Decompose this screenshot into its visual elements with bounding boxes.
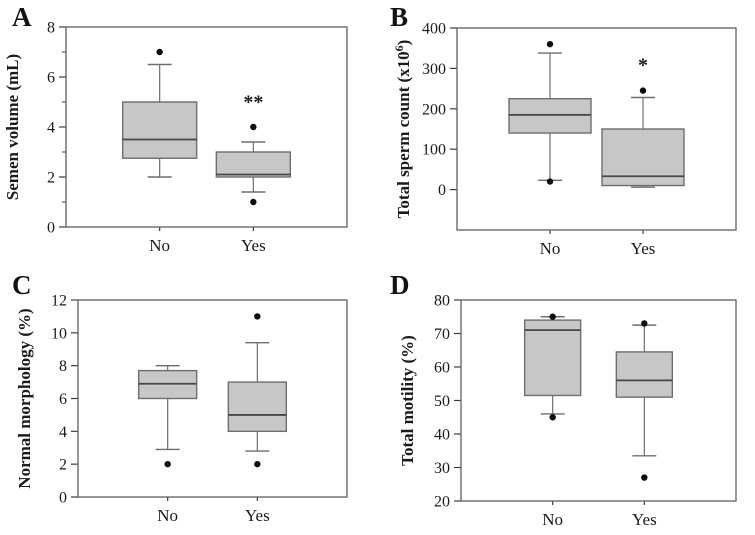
y-axis-title: Normal morphology (%) bbox=[15, 308, 34, 488]
panel-a-chart: 0 2 4 6 8 No Yes Semen volume (mL) ** bbox=[3, 20, 348, 255]
box bbox=[121, 101, 198, 159]
significance-marker: * bbox=[638, 54, 648, 76]
box bbox=[615, 351, 674, 398]
significance-marker: ** bbox=[243, 92, 263, 114]
panel-c-letter: C bbox=[12, 270, 32, 300]
y-tick-label: 8 bbox=[59, 358, 67, 375]
y-tick-label: 20 bbox=[434, 494, 450, 511]
panel-a: A 0 2 4 6 8 No Yes Semen volume (mL) ** bbox=[0, 0, 377, 267]
y-tick-label: 6 bbox=[59, 391, 67, 408]
outlier-point bbox=[254, 313, 261, 320]
y-tick-label: 8 bbox=[47, 20, 55, 37]
plot-frame bbox=[65, 26, 348, 228]
outlier-point bbox=[641, 474, 648, 481]
x-category-label: Yes bbox=[245, 506, 270, 525]
y-tick-label: 300 bbox=[422, 61, 446, 78]
x-category-label: Yes bbox=[631, 239, 656, 258]
y-tick-label: 40 bbox=[434, 427, 450, 444]
y-tick-label: 80 bbox=[434, 293, 450, 310]
y-tick-label: 400 bbox=[422, 21, 446, 38]
panel-c: C 0 2 4 6 8 10 12 No Yes Normal morphology (%) bbox=[0, 268, 377, 535]
y-tick-label: 0 bbox=[47, 220, 55, 237]
outlier-point bbox=[639, 87, 647, 94]
panel-d-chart: 20 30 40 50 60 70 80 No Yes Total motility (%) bbox=[398, 293, 737, 529]
y-tick-label: 100 bbox=[422, 142, 446, 159]
y-axis-title: Total motility (%) bbox=[398, 335, 417, 466]
y-tick-label: 6 bbox=[47, 70, 55, 87]
outlier-point bbox=[641, 320, 648, 327]
plot-frame bbox=[460, 299, 737, 502]
y-tick-label: 70 bbox=[434, 326, 450, 343]
y-tick-label: 30 bbox=[434, 460, 450, 477]
outlier-point bbox=[546, 178, 554, 185]
x-category-label: No bbox=[157, 506, 178, 525]
y-tick-label: 0 bbox=[59, 490, 67, 507]
y-tick-label: 60 bbox=[434, 360, 450, 377]
panel-b-chart: 0 100 200 300 400 No Yes Total sperm count (x10… bbox=[392, 21, 737, 258]
plot-frame bbox=[77, 299, 348, 498]
x-category-label: Yes bbox=[241, 236, 266, 255]
y-tick-label: 10 bbox=[51, 325, 67, 342]
outlier-point bbox=[250, 198, 257, 206]
y-axis-title: Semen volume (mL) bbox=[3, 54, 22, 200]
x-category-label: Yes bbox=[632, 510, 657, 529]
panel-b-letter: B bbox=[390, 2, 409, 32]
box bbox=[523, 319, 582, 397]
panel-b: B 0 100 200 300 400 No Yes Total sperm count (x… bbox=[378, 0, 755, 267]
panel-d: D 20 30 40 50 60 70 80 No Yes Total motility (%) bbox=[378, 268, 755, 535]
y-tick-label: 2 bbox=[59, 457, 67, 474]
plot-frame bbox=[456, 27, 737, 231]
outlier-point bbox=[546, 40, 554, 48]
outlier-point bbox=[250, 123, 257, 131]
x-category-label: No bbox=[542, 510, 563, 529]
y-tick-label: 200 bbox=[422, 101, 446, 118]
outlier-point bbox=[549, 313, 556, 320]
y-tick-label: 4 bbox=[47, 120, 55, 137]
y-tick-label: 50 bbox=[434, 393, 450, 410]
y-tick-label: 12 bbox=[51, 293, 67, 310]
panel-c-chart: 0 2 4 6 8 10 12 No Yes Normal morphology (%) bbox=[15, 293, 348, 525]
outlier-point bbox=[549, 414, 556, 421]
panel-d-letter: D bbox=[390, 270, 410, 300]
x-category-label: No bbox=[149, 236, 170, 255]
y-tick-label: 4 bbox=[59, 424, 67, 441]
y-tick-label: 0 bbox=[438, 182, 446, 199]
outlier-point bbox=[156, 48, 163, 56]
panel-a-letter: A bbox=[12, 2, 32, 32]
box bbox=[508, 97, 592, 134]
y-axis-title: Total sperm count (x106) bbox=[392, 40, 413, 219]
outlier-point bbox=[164, 460, 171, 468]
outlier-point bbox=[254, 460, 261, 468]
box bbox=[215, 151, 292, 178]
box bbox=[227, 381, 288, 433]
y-tick-label: 2 bbox=[47, 170, 55, 187]
x-category-label: No bbox=[540, 239, 561, 258]
